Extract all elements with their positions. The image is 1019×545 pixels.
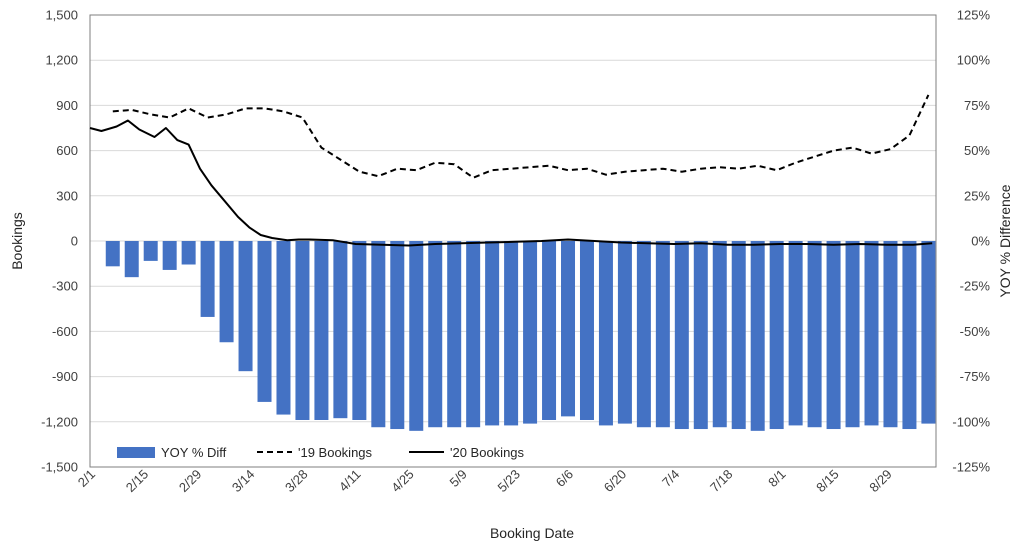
x-tick-label: 2/29 [176,467,205,496]
right-tick-label: -50% [960,324,991,339]
left-axis-title: Bookings [9,212,25,270]
right-tick-label: 50% [964,143,990,158]
yoy-bar [636,241,651,428]
left-tick-label: 600 [56,143,78,158]
x-tick-label: 5/9 [447,467,470,490]
legend-label-20: '20 Bookings [450,445,525,460]
yoy-bar [542,241,557,420]
right-tick-label: -75% [960,369,991,384]
x-tick-label: 5/23 [495,467,524,496]
legend-label-yoy: YOY % Diff [161,445,227,460]
legend: YOY % Diff '19 Bookings '20 Bookings [117,445,525,460]
left-tick-label: 1,200 [45,53,78,68]
yoy-bar [276,241,291,415]
right-tick-label: -125% [952,460,990,475]
x-tick-label: 3/28 [282,467,311,496]
x-tick-label: 8/15 [813,467,842,496]
right-tick-label: 75% [964,98,990,113]
yoy-bar [124,241,139,278]
x-tick-label: 7/4 [659,467,682,490]
x-tick-label: 3/14 [229,467,258,496]
yoy-bar [921,241,936,424]
x-axis-title: Booking Date [490,525,574,541]
yoy-bar [485,241,500,426]
yoy-bar [655,241,670,428]
plot-area-border [89,14,937,468]
x-tick-label: 8/29 [866,467,895,496]
yoy-bar [466,241,481,428]
x-tick-label: 4/25 [388,467,417,496]
x-tick-label: 2/1 [75,467,98,490]
left-tick-label: 1,500 [45,8,78,23]
x-tick-label: 6/6 [553,467,576,490]
yoy-bar [333,241,348,419]
x-tick-label: 7/18 [707,467,736,496]
yoy-bar [257,241,272,402]
left-tick-label: -1,500 [41,460,78,475]
yoy-bar [693,241,708,430]
right-tick-label: 100% [957,53,991,68]
yoy-bar [579,241,594,420]
yoy-bar [598,241,613,426]
right-tick-label: 25% [964,188,990,203]
booking-lines [89,94,933,247]
right-tick-label: 0% [971,234,990,249]
right-tick-label: -25% [960,279,991,294]
yoy-bar [807,241,822,428]
left-tick-label: -600 [52,324,78,339]
left-tick-label: 900 [56,98,78,113]
yoy-bar [314,241,329,420]
x-tick-label: 8/1 [765,467,788,490]
yoy-bar [352,241,367,420]
left-axis: 1,500 1,200 900 600 300 0 -300 -600 -900 -1,200 -1… [41,8,78,475]
left-tick-label: 0 [71,234,78,249]
left-tick-label: -1,200 [41,414,78,429]
right-tick-label: -100% [952,414,990,429]
yoy-bar [428,241,443,428]
yoy-bar [617,241,632,424]
line-19-bookings [112,94,930,179]
x-tick-label: 4/11 [336,467,364,495]
yoy-bar [883,241,898,428]
yoy-bar [769,241,784,430]
yoy-bar [826,241,841,430]
yoy-bars [105,241,936,431]
yoy-bar [390,241,405,430]
yoy-bar [712,241,727,428]
x-axis: 2/1 2/15 2/29 3/14 3/28 4/11 4/25 5/9 5/23 6/6 6/2… [75,467,895,496]
legend-label-19: '19 Bookings [298,445,373,460]
yoy-bar [845,241,860,428]
right-axis: 125% 100% 75% 50% 25% 0% -25% -50% -75% -100% -125… [952,8,990,475]
yoy-bar [902,241,917,430]
yoy-bar [295,241,310,420]
yoy-bar [674,241,689,430]
x-tick-label: 2/15 [123,467,152,496]
yoy-bar [371,241,386,428]
left-tick-label: -900 [52,369,78,384]
left-tick-label: -300 [52,279,78,294]
yoy-bar [731,241,746,430]
yoy-bar [750,241,765,431]
yoy-bar [504,241,519,426]
yoy-bar [143,241,158,261]
yoy-bar [788,241,803,426]
line-20-bookings [89,119,933,247]
yoy-bar [238,241,253,372]
yoy-bar [523,241,538,424]
yoy-bar [864,241,879,426]
yoy-bar [219,241,234,343]
yoy-bar [162,241,177,270]
yoy-bar [181,241,196,265]
yoy-bar [561,241,576,417]
yoy-bar [409,241,424,431]
left-tick-label: 300 [56,188,78,203]
right-axis-title: YOY % Difference [997,184,1013,297]
yoy-bar [200,241,215,317]
x-tick-label: 6/20 [601,467,630,496]
yoy-bar [447,241,462,428]
right-tick-label: 125% [957,8,991,23]
yoy-bar [105,241,120,267]
legend-swatch-yoy [117,447,155,458]
